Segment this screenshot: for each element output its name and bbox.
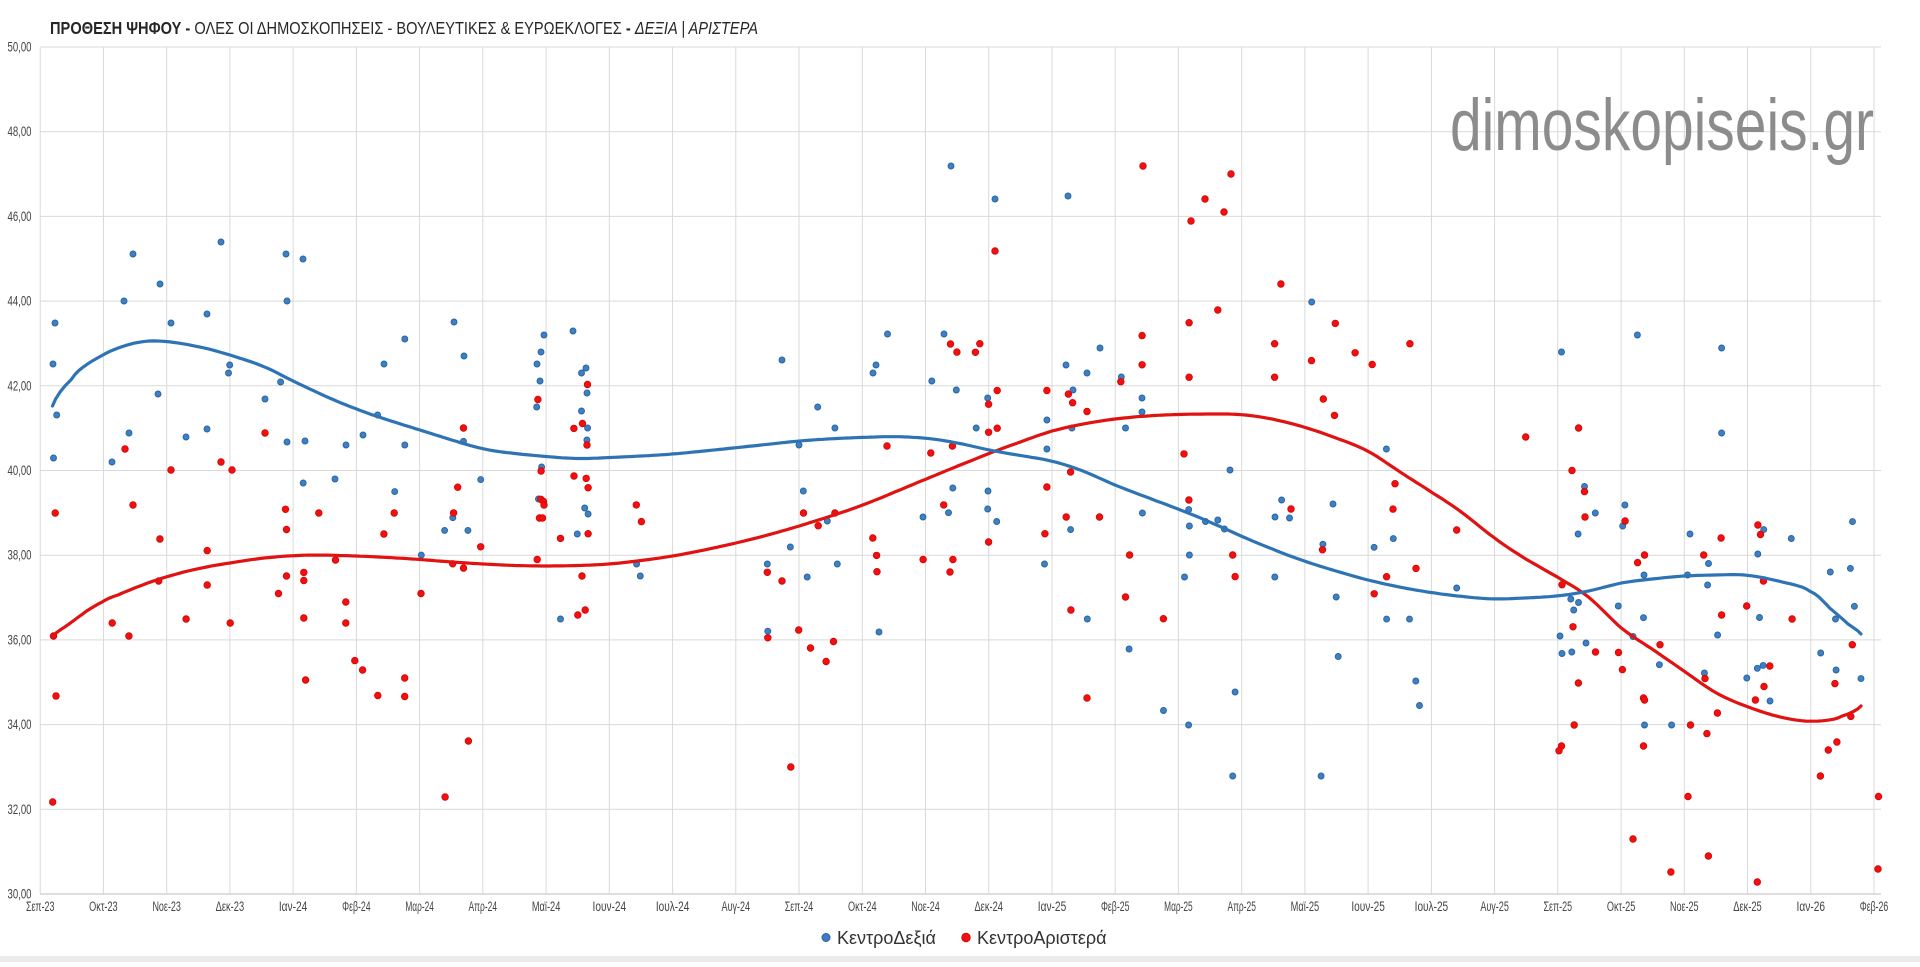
- svg-text:Ιαν-26: Ιαν-26: [1797, 899, 1826, 914]
- svg-text:40,00: 40,00: [8, 463, 32, 478]
- svg-text:46,00: 46,00: [8, 209, 32, 224]
- svg-text:Οκτ-23: Οκτ-23: [89, 899, 118, 914]
- svg-text:Ιουλ-25: Ιουλ-25: [1415, 899, 1449, 914]
- svg-text:Δεκ-24: Δεκ-24: [974, 899, 1003, 914]
- svg-text:Δεκ-25: Δεκ-25: [1733, 899, 1762, 914]
- svg-text:48,00: 48,00: [8, 124, 32, 139]
- svg-text:ΚεντροΑριστερά: ΚεντροΑριστερά: [977, 928, 1107, 948]
- svg-text:Οκτ-24: Οκτ-24: [848, 899, 877, 914]
- svg-text:Αυγ-24: Αυγ-24: [722, 899, 751, 914]
- svg-text:Απρ-25: Απρ-25: [1227, 899, 1256, 914]
- svg-text:Ιαν-24: Ιαν-24: [279, 899, 308, 914]
- svg-text:Μαϊ-24: Μαϊ-24: [532, 899, 561, 914]
- svg-text:Οκτ-25: Οκτ-25: [1607, 899, 1636, 914]
- svg-text:Ιουν-24: Ιουν-24: [593, 899, 627, 914]
- svg-text:42,00: 42,00: [8, 378, 32, 393]
- svg-text:Νοε-25: Νοε-25: [1670, 899, 1699, 914]
- svg-text:32,00: 32,00: [8, 802, 32, 817]
- svg-text:Νοε-23: Νοε-23: [152, 899, 181, 914]
- svg-text:Αυγ-25: Αυγ-25: [1480, 899, 1509, 914]
- svg-text:Φεβ-24: Φεβ-24: [342, 899, 371, 914]
- svg-text:Σεπ-23: Σεπ-23: [26, 899, 55, 914]
- svg-text:30,00: 30,00: [8, 887, 32, 902]
- svg-text:Φεβ-26: Φεβ-26: [1860, 899, 1889, 914]
- svg-text:Μαϊ-25: Μαϊ-25: [1291, 899, 1320, 914]
- svg-text:34,00: 34,00: [8, 717, 32, 732]
- svg-text:Νοε-24: Νοε-24: [911, 899, 940, 914]
- svg-text:Δεκ-23: Δεκ-23: [216, 899, 245, 914]
- svg-text:Σεπ-24: Σεπ-24: [785, 899, 814, 914]
- svg-text:Ιαν-25: Ιαν-25: [1038, 899, 1067, 914]
- svg-text:Σεπ-25: Σεπ-25: [1544, 899, 1573, 914]
- svg-text:36,00: 36,00: [8, 632, 32, 647]
- svg-text:ΚεντροΔεξιά: ΚεντροΔεξιά: [837, 928, 936, 948]
- svg-text:Ιουλ-24: Ιουλ-24: [656, 899, 690, 914]
- svg-text:dimoskopiseis.gr: dimoskopiseis.gr: [1450, 85, 1874, 166]
- svg-text:Απρ-24: Απρ-24: [469, 899, 498, 914]
- svg-text:ΠΡΟΘΕΣΗ ΨΗΦΟΥ - ΟΛΕΣ ΟΙ ΔΗΜΟΣΚ: ΠΡΟΘΕΣΗ ΨΗΦΟΥ - ΟΛΕΣ ΟΙ ΔΗΜΟΣΚΟΠΗΣΕΙΣ - …: [50, 18, 758, 38]
- svg-text:44,00: 44,00: [8, 294, 32, 309]
- svg-text:Μαρ-25: Μαρ-25: [1164, 899, 1193, 914]
- svg-text:38,00: 38,00: [8, 548, 32, 563]
- svg-text:Ιουν-25: Ιουν-25: [1351, 899, 1385, 914]
- svg-text:Μαρ-24: Μαρ-24: [405, 899, 434, 914]
- svg-text:Φεβ-25: Φεβ-25: [1101, 899, 1130, 914]
- svg-text:50,00: 50,00: [8, 40, 32, 55]
